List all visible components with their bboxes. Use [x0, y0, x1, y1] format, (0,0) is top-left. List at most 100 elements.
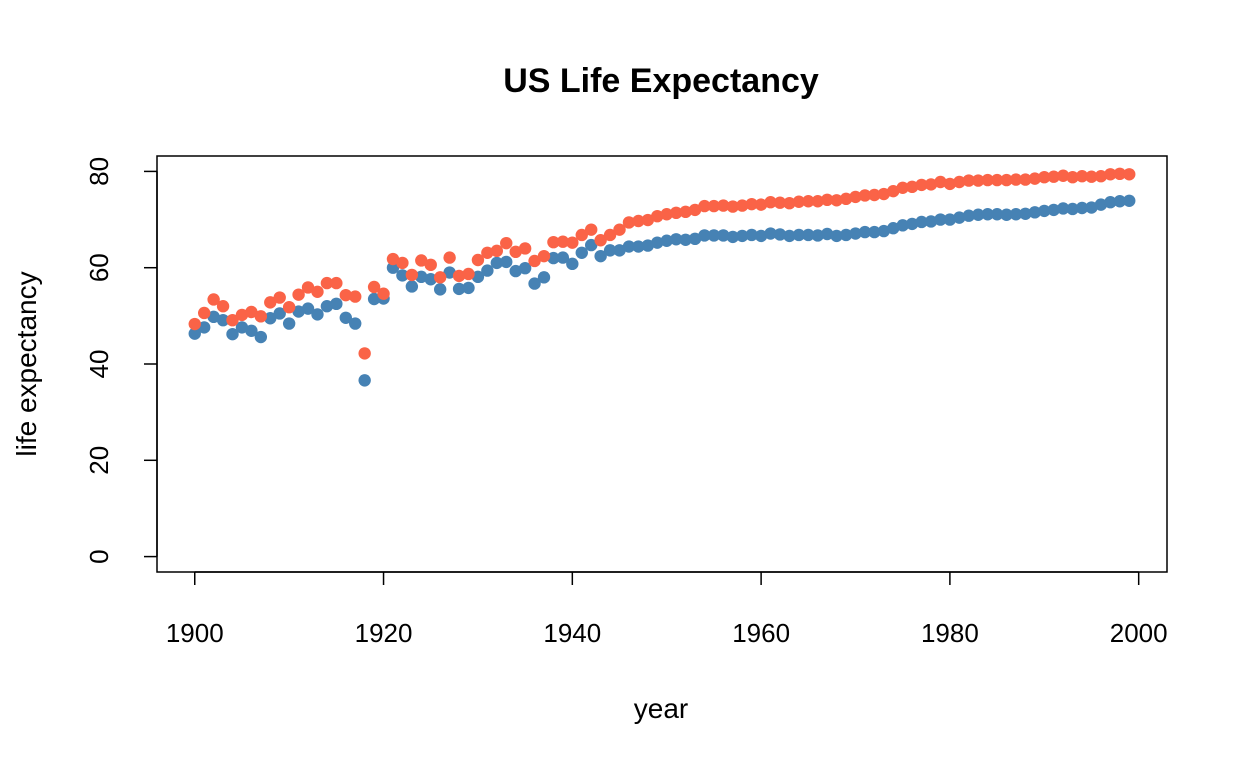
- data-point: [235, 308, 249, 322]
- data-point: [462, 267, 475, 281]
- data-point: [1056, 202, 1070, 215]
- data-point: [282, 317, 296, 330]
- data-point: [972, 208, 985, 221]
- data-point: [386, 252, 400, 266]
- data-point: [660, 208, 673, 221]
- x-tick-label: 1980: [921, 618, 979, 648]
- data-point: [424, 273, 437, 286]
- series-1: [188, 194, 1136, 387]
- data-point: [500, 236, 513, 250]
- data-point: [622, 216, 636, 229]
- data-point: [594, 234, 607, 247]
- data-points: [188, 167, 1136, 387]
- data-point: [254, 330, 268, 344]
- data-point: [358, 347, 371, 360]
- data-point: [433, 271, 447, 284]
- data-point: [405, 268, 419, 282]
- data-point: [235, 321, 249, 334]
- data-point: [301, 302, 315, 315]
- data-point: [641, 213, 655, 227]
- data-point: [707, 229, 721, 242]
- data-point: [962, 174, 975, 187]
- data-point: [934, 213, 947, 226]
- data-point: [1113, 167, 1127, 181]
- data-point: [915, 178, 928, 192]
- data-point: [245, 305, 258, 319]
- data-point: [849, 227, 862, 240]
- data-point: [566, 257, 579, 271]
- data-point: [726, 200, 739, 213]
- data-point: [1104, 168, 1117, 181]
- data-point: [613, 223, 626, 236]
- data-point: [1019, 173, 1032, 186]
- data-point: [820, 193, 834, 207]
- data-point: [216, 313, 230, 327]
- data-point: [736, 199, 749, 212]
- data-point: [1028, 172, 1042, 185]
- data-point: [698, 199, 711, 213]
- data-point: [518, 242, 532, 255]
- y-tick-label: 60: [84, 253, 114, 282]
- data-point: [1094, 170, 1108, 183]
- data-point: [367, 292, 381, 306]
- data-point: [443, 251, 456, 264]
- data-point: [396, 256, 409, 270]
- data-point: [887, 222, 900, 235]
- data-point: [490, 244, 504, 258]
- data-point: [603, 244, 617, 257]
- data-point: [669, 206, 683, 220]
- data-point: [707, 199, 721, 213]
- data-point: [802, 228, 815, 242]
- data-point: [556, 235, 570, 248]
- data-point: [415, 254, 428, 267]
- data-point: [679, 205, 692, 219]
- data-point: [518, 261, 532, 275]
- data-point: [254, 310, 268, 323]
- data-point: [292, 288, 305, 301]
- data-point: [1085, 170, 1098, 183]
- data-point: [481, 264, 494, 277]
- data-point: [433, 283, 447, 296]
- data-point: [1009, 208, 1023, 221]
- data-point: [990, 173, 1004, 187]
- data-point: [188, 327, 201, 340]
- data-point: [197, 321, 211, 334]
- y-axis-label: life expectancy: [11, 271, 42, 456]
- data-point: [745, 197, 758, 211]
- data-point: [924, 178, 938, 191]
- y-tick-label: 20: [84, 446, 114, 475]
- data-point: [452, 282, 466, 296]
- data-point: [754, 198, 768, 211]
- data-point: [990, 208, 1004, 221]
- y-axis: 0 20 40 60 80: [84, 157, 158, 564]
- data-point: [292, 305, 305, 318]
- data-point: [603, 228, 617, 242]
- data-point: [915, 215, 928, 229]
- data-point: [1000, 173, 1013, 187]
- data-point: [264, 312, 277, 325]
- data-point: [509, 245, 522, 259]
- data-point: [849, 190, 862, 204]
- data-point: [405, 280, 419, 293]
- data-point: [1038, 170, 1051, 184]
- data-point: [367, 280, 381, 294]
- chart-title: US Life Expectancy: [503, 62, 819, 100]
- data-point: [1075, 170, 1089, 183]
- data-point: [500, 255, 513, 269]
- data-point: [264, 296, 277, 309]
- data-point: [830, 194, 843, 207]
- data-point: [1113, 195, 1127, 208]
- data-point: [858, 225, 872, 239]
- data-point: [905, 217, 919, 231]
- data-point: [216, 300, 230, 313]
- x-tick-label: 2000: [1110, 618, 1168, 648]
- data-point: [443, 266, 456, 279]
- data-point: [424, 258, 437, 272]
- x-tick-label: 1900: [166, 618, 224, 648]
- y-tick-label: 40: [84, 350, 114, 379]
- data-point: [1066, 170, 1079, 184]
- data-point: [188, 317, 201, 331]
- data-point: [1123, 168, 1136, 181]
- data-point: [622, 240, 636, 253]
